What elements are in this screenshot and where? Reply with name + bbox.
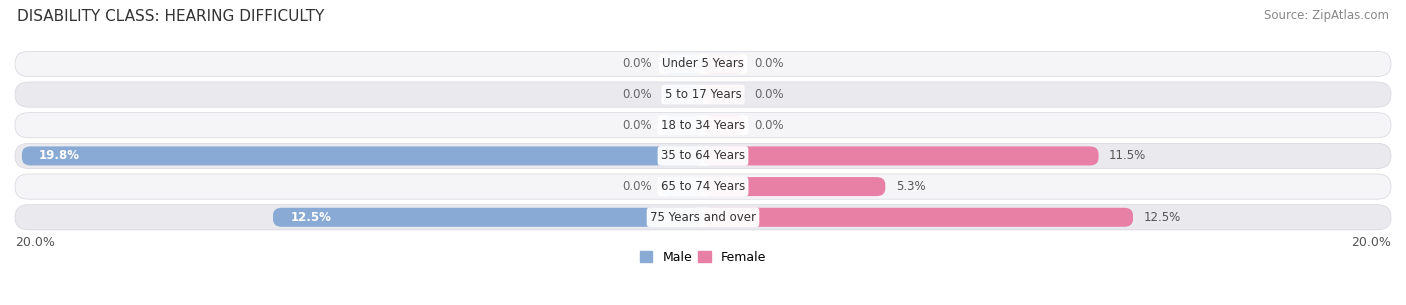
FancyBboxPatch shape — [15, 205, 1391, 230]
FancyBboxPatch shape — [662, 177, 703, 196]
FancyBboxPatch shape — [703, 208, 1133, 227]
Text: 5 to 17 Years: 5 to 17 Years — [665, 88, 741, 101]
Text: 0.0%: 0.0% — [755, 88, 785, 101]
FancyBboxPatch shape — [15, 143, 1391, 168]
FancyBboxPatch shape — [703, 85, 744, 104]
FancyBboxPatch shape — [22, 146, 703, 165]
Text: 0.0%: 0.0% — [621, 119, 651, 132]
FancyBboxPatch shape — [15, 174, 1391, 199]
Text: 75 Years and over: 75 Years and over — [650, 211, 756, 224]
Legend: Male, Female: Male, Female — [640, 251, 766, 264]
Text: 0.0%: 0.0% — [621, 57, 651, 70]
Text: DISABILITY CLASS: HEARING DIFFICULTY: DISABILITY CLASS: HEARING DIFFICULTY — [17, 9, 325, 24]
Text: Source: ZipAtlas.com: Source: ZipAtlas.com — [1264, 9, 1389, 22]
FancyBboxPatch shape — [662, 116, 703, 135]
Text: 19.8%: 19.8% — [39, 149, 80, 163]
FancyBboxPatch shape — [15, 82, 1391, 107]
FancyBboxPatch shape — [15, 113, 1391, 138]
Text: 20.0%: 20.0% — [15, 236, 55, 249]
Text: 0.0%: 0.0% — [755, 119, 785, 132]
FancyBboxPatch shape — [703, 177, 886, 196]
Text: 35 to 64 Years: 35 to 64 Years — [661, 149, 745, 163]
FancyBboxPatch shape — [15, 51, 1391, 77]
Text: 20.0%: 20.0% — [1351, 236, 1391, 249]
Text: 5.3%: 5.3% — [896, 180, 925, 193]
FancyBboxPatch shape — [703, 116, 744, 135]
FancyBboxPatch shape — [662, 54, 703, 74]
Text: 12.5%: 12.5% — [290, 211, 330, 224]
Text: 11.5%: 11.5% — [1109, 149, 1146, 163]
Text: 0.0%: 0.0% — [755, 57, 785, 70]
Text: 65 to 74 Years: 65 to 74 Years — [661, 180, 745, 193]
Text: 12.5%: 12.5% — [1143, 211, 1181, 224]
Text: 0.0%: 0.0% — [621, 88, 651, 101]
Text: 0.0%: 0.0% — [621, 180, 651, 193]
FancyBboxPatch shape — [703, 54, 744, 74]
Text: Under 5 Years: Under 5 Years — [662, 57, 744, 70]
FancyBboxPatch shape — [662, 85, 703, 104]
FancyBboxPatch shape — [273, 208, 703, 227]
FancyBboxPatch shape — [703, 146, 1098, 165]
Text: 18 to 34 Years: 18 to 34 Years — [661, 119, 745, 132]
